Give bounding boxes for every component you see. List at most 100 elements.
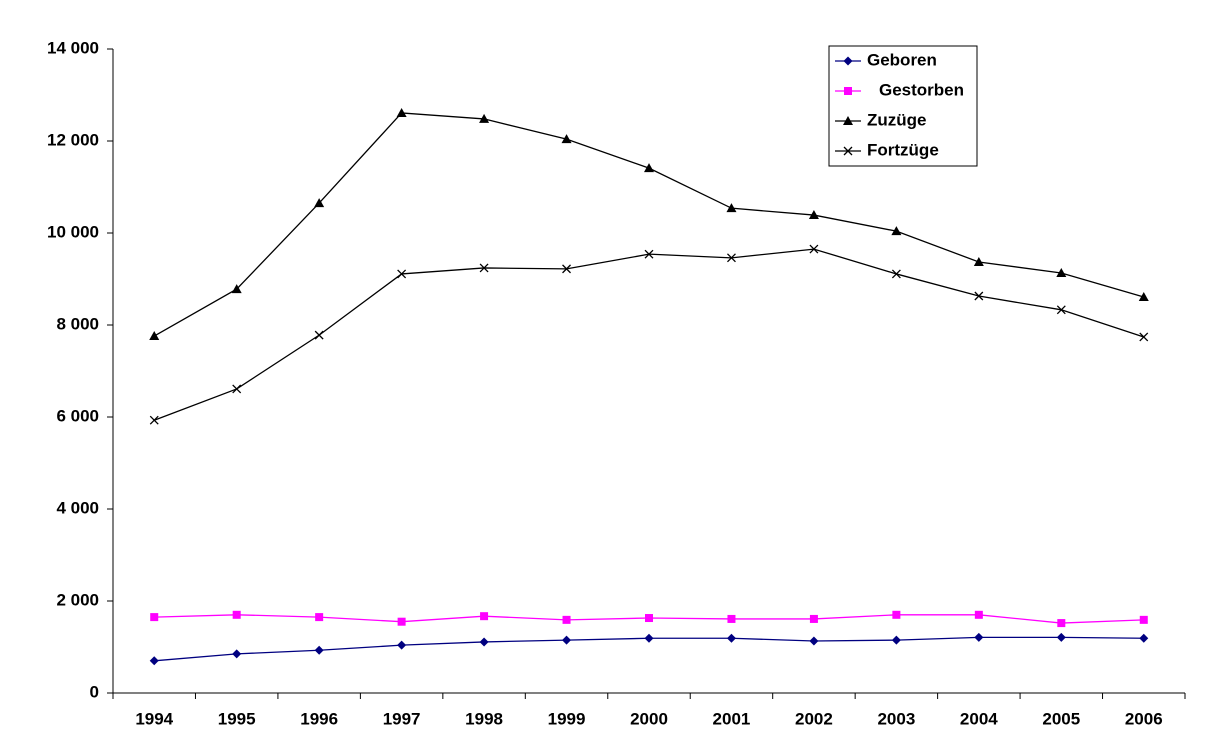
data-point [974, 610, 983, 619]
marker-stroke [149, 415, 159, 425]
data-point [892, 610, 901, 619]
data-point [561, 134, 572, 144]
data-point [644, 633, 654, 643]
x-tick-label: 1995 [218, 709, 256, 728]
data-point [808, 210, 819, 220]
y-tick-label: 10 000 [47, 222, 99, 241]
marker-stroke [727, 253, 736, 263]
x-tick-label: 2004 [960, 709, 998, 728]
legend-box [828, 45, 978, 167]
data-point [149, 415, 159, 425]
data-point [645, 614, 653, 623]
y-tick-label: 12 000 [47, 130, 99, 149]
x-tick-label: 1994 [135, 709, 173, 728]
x-tick-label: 1999 [548, 709, 586, 728]
data-point [1056, 268, 1067, 278]
marker-stroke [1056, 305, 1066, 315]
data-point [314, 645, 324, 655]
marker-stroke [809, 244, 819, 254]
data-point [396, 107, 407, 117]
x-tick-label: 1996 [300, 709, 338, 728]
data-point [562, 635, 572, 645]
data-point [397, 617, 406, 626]
legend-marker [843, 146, 853, 156]
marker-stroke [1139, 332, 1149, 342]
x-tick-label: 1998 [465, 709, 503, 728]
data-point [644, 249, 654, 259]
data-point [809, 244, 819, 254]
marker-stroke [891, 269, 901, 279]
marker-stroke [314, 330, 324, 340]
data-point [1138, 291, 1149, 301]
data-point [562, 264, 571, 274]
data-point [974, 632, 984, 642]
legend-label: Zuzüge [867, 110, 927, 129]
y-tick-label: 6 000 [56, 406, 99, 425]
legend-label: Fortzüge [867, 140, 939, 159]
x-tick-label: 2001 [713, 709, 751, 728]
data-point [644, 163, 654, 173]
series-line [154, 248, 1144, 421]
data-point [1056, 632, 1066, 642]
marker-stroke [479, 263, 489, 273]
y-tick-label: 2 000 [56, 590, 99, 609]
data-point [397, 269, 407, 279]
data-point [232, 610, 241, 619]
data-point [727, 614, 736, 623]
data-point [974, 291, 984, 301]
legend-marker [844, 87, 852, 95]
data-point [1139, 615, 1148, 624]
legend: Geboren Gestorben Zuzüge Fortzüge [828, 45, 978, 167]
x-tick-label: 2002 [795, 709, 833, 728]
marker-stroke [397, 269, 407, 279]
marker-stroke [232, 384, 242, 394]
data-point [1056, 305, 1066, 315]
y-tick-label: 4 000 [56, 498, 99, 517]
marker-stroke [644, 249, 654, 259]
data-point [149, 331, 160, 341]
data-point [1057, 619, 1066, 628]
y-tick-label: 0 [90, 682, 99, 701]
data-point [315, 613, 324, 622]
x-tick-label: 2000 [630, 709, 668, 728]
data-point [480, 612, 489, 621]
data-point [726, 633, 736, 643]
data-point [726, 203, 737, 213]
data-point [149, 656, 159, 666]
data-point [479, 637, 489, 647]
marker-stroke [974, 291, 984, 301]
data-point [397, 640, 407, 650]
y-tick-label: 14 000 [47, 38, 99, 57]
data-point [727, 253, 736, 263]
data-point [232, 384, 242, 394]
data-point [231, 284, 242, 294]
data-point [891, 226, 902, 236]
marker-stroke [562, 264, 571, 274]
x-tick-label: 1997 [383, 709, 421, 728]
data-point [1139, 633, 1149, 643]
data-point [479, 113, 490, 123]
data-point [479, 263, 489, 273]
data-point [809, 614, 818, 623]
marker-stroke [843, 146, 853, 156]
x-tick-label: 2006 [1125, 709, 1163, 728]
data-point [562, 615, 571, 624]
series-line [153, 112, 1144, 337]
data-point [150, 613, 159, 622]
x-tick-label: 2003 [877, 709, 915, 728]
data-point [232, 649, 242, 659]
data-point [809, 636, 819, 646]
data-point [314, 198, 325, 208]
legend-marker [843, 56, 853, 66]
data-point [314, 330, 324, 340]
y-tick-label: 8 000 [56, 314, 99, 333]
legend-label: Gestorben [879, 80, 964, 99]
data-point [891, 269, 901, 279]
data-point [1139, 332, 1149, 342]
legend-label: Geboren [867, 50, 937, 69]
legend-marker [843, 116, 853, 125]
data-point [891, 635, 901, 645]
data-point [973, 256, 984, 266]
